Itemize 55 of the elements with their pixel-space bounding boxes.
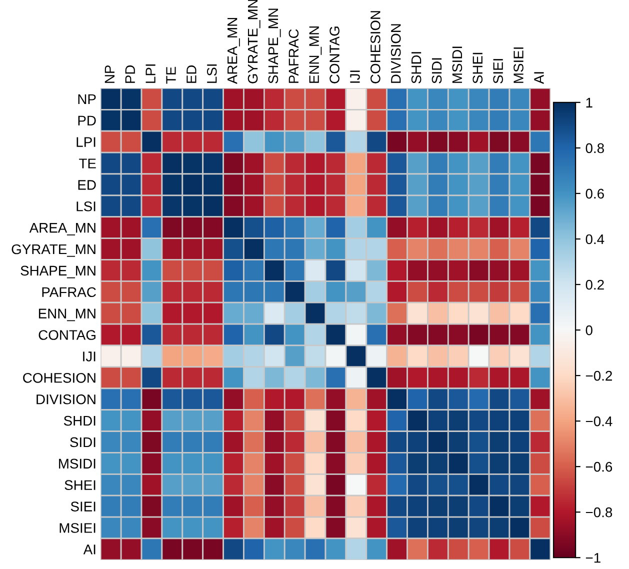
x-tick-label: SHAPE_MN	[268, 8, 281, 84]
y-tick-label: ENN_MN	[38, 308, 96, 322]
y-tick-label: SHDI	[64, 416, 96, 426]
y-tick-label: ED	[78, 180, 96, 190]
x-tick-label: GYRATE_MN	[248, 0, 260, 84]
x-tick-label: AI	[534, 72, 544, 84]
x-tick-label: DIVISION	[390, 24, 401, 83]
x-tick-label: LPI	[146, 64, 156, 83]
y-tick-label: AI	[83, 544, 96, 554]
x-tick-label: MSIEI	[514, 47, 524, 83]
y-tick-label: CONTAG	[38, 330, 96, 340]
x-tick-label: SHEI	[472, 52, 483, 84]
y-tick-label: DIVISION	[36, 394, 96, 404]
color-bar-label: 0.2	[586, 280, 604, 290]
color-bar-label: 0	[586, 325, 592, 336]
y-tick-label: MSIEI	[60, 523, 96, 533]
color-bar-label: 1	[586, 98, 592, 108]
y-tick-label: IJI	[83, 352, 96, 362]
x-tick-label: PD	[125, 65, 135, 83]
y-tick-label: NP	[78, 94, 96, 104]
y-tick-label: PD	[78, 116, 96, 126]
x-tick-label: MSIDI	[452, 46, 462, 83]
color-bar-label: −0.8	[586, 507, 612, 518]
y-tick-label: PAFRAC	[42, 287, 96, 298]
x-tick-label: ENN_MN	[309, 26, 322, 83]
y-tick-label: SHAPE_MN	[20, 266, 96, 278]
x-tick-label: LSI	[206, 64, 217, 83]
x-tick-label: PAFRAC	[288, 29, 299, 83]
x-tick-label: SIEI	[493, 59, 503, 84]
x-tick-label: AREA_MN	[228, 18, 240, 84]
y-tick-label: SIDI	[70, 437, 96, 448]
x-tick-label: CONTAG	[330, 26, 340, 84]
x-tick-label: TE	[166, 66, 176, 84]
color-bar-label: −1	[586, 553, 600, 563]
y-tick-label: SHEI	[64, 480, 96, 490]
color-bar-label: 0.8	[586, 143, 604, 154]
color-bar-label: −0.6	[586, 462, 612, 472]
y-tick-label: AREA_MN	[29, 223, 96, 236]
y-tick-label: TE	[79, 158, 96, 168]
y-tick-label: COHESION	[23, 372, 96, 383]
color-bar-label: 0.4	[586, 234, 604, 244]
x-tick-label: COHESION	[370, 11, 380, 84]
y-tick-label: LPI	[76, 137, 96, 147]
x-tick-label: SHDI	[411, 52, 422, 84]
y-tick-label: LSI	[76, 201, 96, 212]
x-tick-label: IJI	[350, 70, 360, 83]
y-tick-label: SIEI	[70, 502, 96, 512]
x-tick-label: SIDI	[432, 58, 442, 84]
color-bar-label: −0.2	[586, 370, 612, 381]
y-tick-label: MSIDI	[59, 458, 96, 469]
color-bar-label: −0.4	[586, 416, 612, 426]
x-tick-label: NP	[104, 65, 114, 83]
y-tick-label: GYRATE_MN	[12, 244, 96, 257]
x-tick-label: ED	[186, 65, 196, 83]
color-bar-label: 0.6	[586, 188, 604, 199]
